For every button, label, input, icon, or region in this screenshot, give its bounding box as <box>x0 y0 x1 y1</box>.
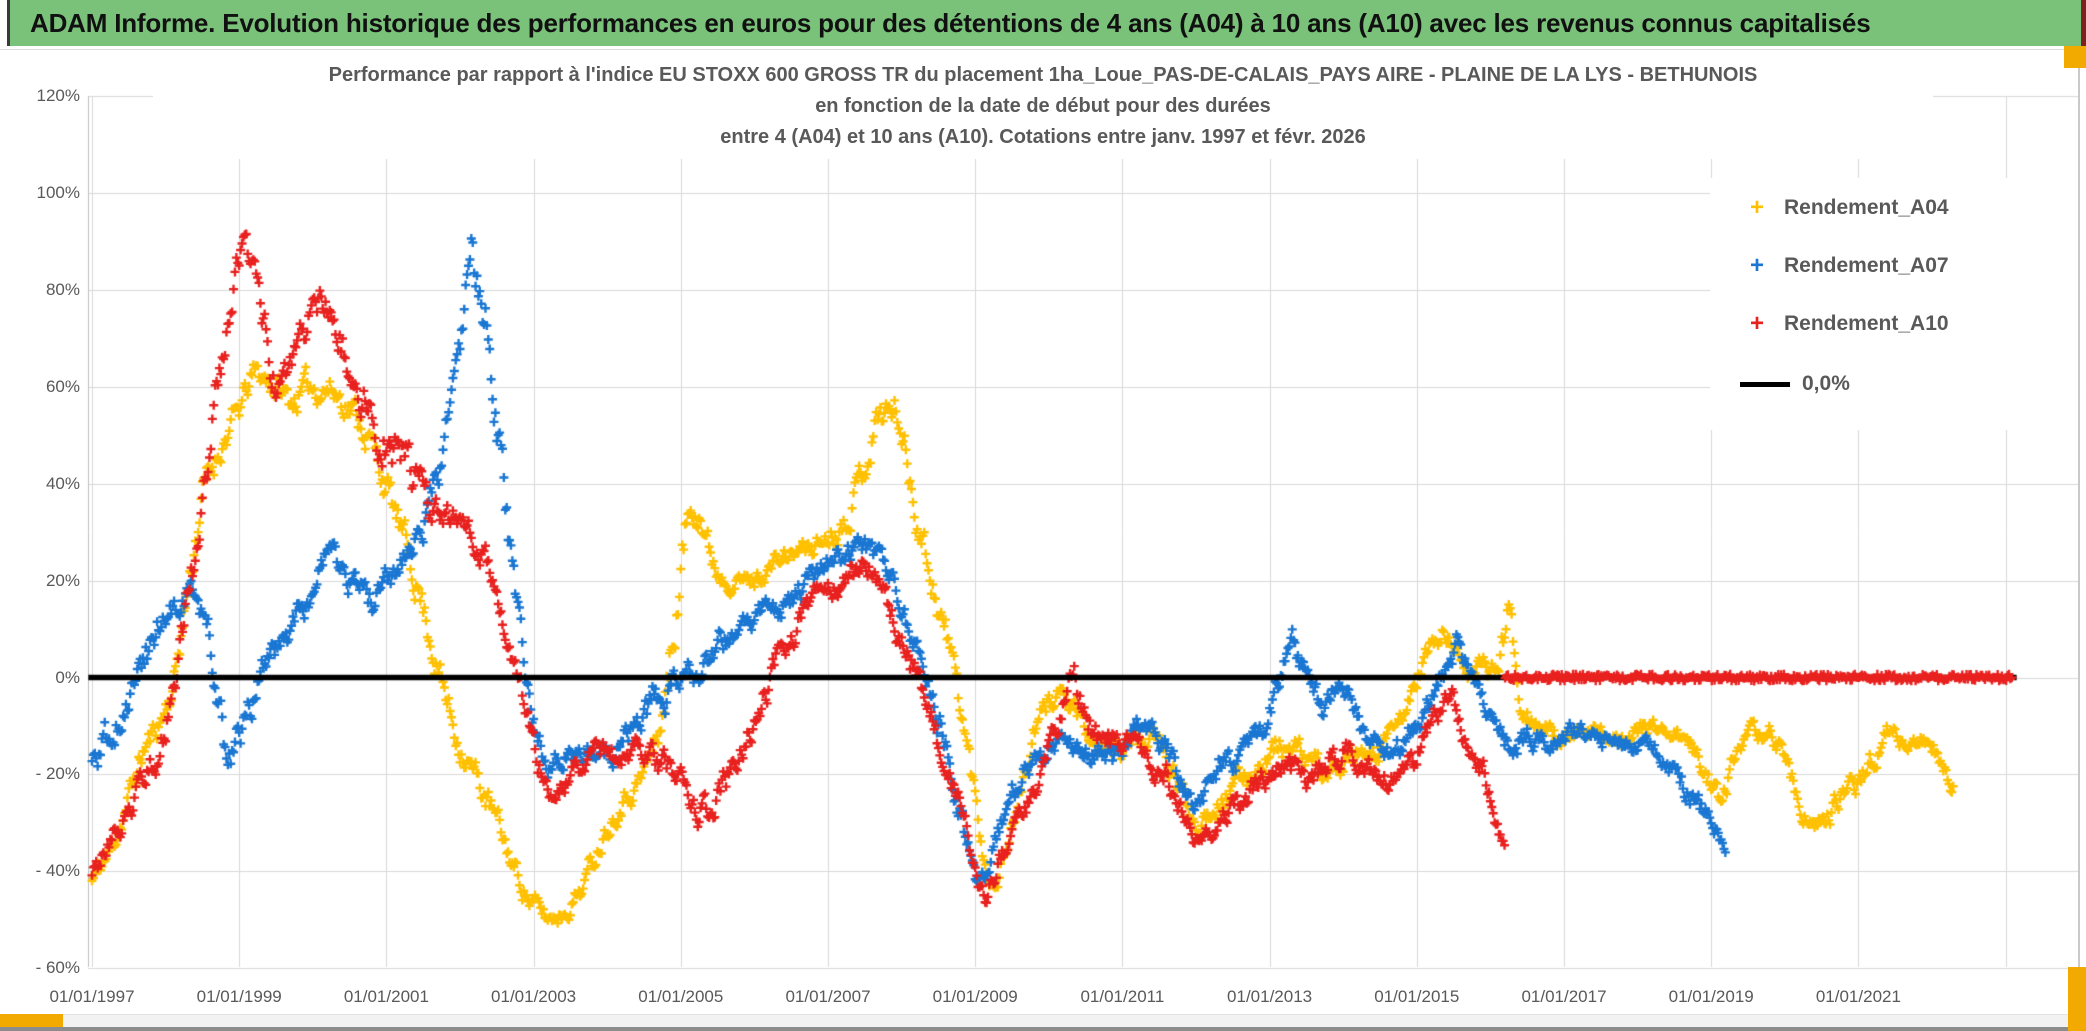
window-edge-gutter <box>0 0 7 46</box>
legend-label: 0,0% <box>1802 372 1850 395</box>
x-tick-label: 01/01/2001 <box>343 987 429 1006</box>
x-tick-label: 01/01/2013 <box>1227 987 1313 1006</box>
y-tick-label: 20% <box>45 570 80 590</box>
legend-item-rendement-a10[interactable]: + Rendement_A10 <box>1740 304 1949 344</box>
x-tick-label: 01/01/2021 <box>1815 987 1901 1006</box>
y-tick-label: - 40% <box>35 861 80 881</box>
window-bottom-border <box>0 1027 2086 1031</box>
x-tick-label: 01/01/2015 <box>1374 987 1460 1006</box>
chart-object-right-border <box>2078 50 2080 1031</box>
y-tick-label: 60% <box>45 376 80 396</box>
document-header-bar: ADAM Informe. Evolution historique des p… <box>0 0 2086 46</box>
legend-label: Rendement_A07 <box>1784 254 1949 277</box>
y-tick-label: - 60% <box>35 958 80 978</box>
x-tick-label: 01/01/2017 <box>1521 987 1607 1006</box>
y-tick-label: 120% <box>36 86 80 106</box>
selection-handle-bottom-right[interactable] <box>2068 967 2086 1031</box>
legend-item-rendement-a04[interactable]: + Rendement_A04 <box>1740 188 1949 228</box>
chart-title-line-1: Performance par rapport à l'indice EU ST… <box>328 64 1758 86</box>
document-title: ADAM Informe. Evolution historique des p… <box>30 7 1871 38</box>
plus-marker-icon: + <box>1749 252 1764 279</box>
scrollbar-orange-accent <box>0 1014 63 1027</box>
x-tick-label: 01/01/2011 <box>1080 987 1165 1006</box>
y-tick-label: 100% <box>36 183 80 203</box>
legend-label: Rendement_A04 <box>1784 196 1949 219</box>
x-tick-label: 01/01/2005 <box>638 987 724 1006</box>
x-tick-label: 01/01/2009 <box>932 987 1018 1006</box>
chart-title-line-3: entre 4 (A04) et 10 ans (A10). Cotations… <box>720 126 1366 148</box>
chart-object-top-border <box>0 49 2078 50</box>
horizontal-scrollbar[interactable] <box>0 1014 2086 1028</box>
x-tick-label: 01/01/2007 <box>785 987 871 1006</box>
x-tick-label: 01/01/2019 <box>1668 987 1754 1006</box>
window-edge-red-sliver <box>2081 0 2086 46</box>
zero-line-swatch <box>1740 381 1790 387</box>
y-tick-label: 0% <box>55 667 80 687</box>
chart-title-line-2: en fonction de la date de début pour des… <box>815 95 1271 117</box>
plus-marker-icon: + <box>1749 194 1764 221</box>
selection-handle-top-right[interactable] <box>2064 46 2086 68</box>
y-tick-label: 40% <box>45 473 80 493</box>
x-tick-label: 01/01/1999 <box>196 987 282 1006</box>
legend-item-rendement-a07[interactable]: + Rendement_A07 <box>1740 246 1949 286</box>
y-tick-label: 80% <box>45 280 80 300</box>
legend-item-zero-line[interactable]: 0,0% <box>1740 364 1850 404</box>
legend-label: Rendement_A10 <box>1784 312 1949 335</box>
chart-title: Performance par rapport à l'indice EU ST… <box>153 56 1933 159</box>
x-tick-label: 01/01/2003 <box>491 987 577 1006</box>
plus-marker-icon: + <box>1749 310 1764 337</box>
chart-legend: + Rendement_A04 + Rendement_A07 + Rendem… <box>1710 178 2078 430</box>
x-tick-label: 01/01/1997 <box>49 987 135 1006</box>
y-tick-label: - 20% <box>35 764 80 784</box>
window-edge-line <box>7 0 10 46</box>
